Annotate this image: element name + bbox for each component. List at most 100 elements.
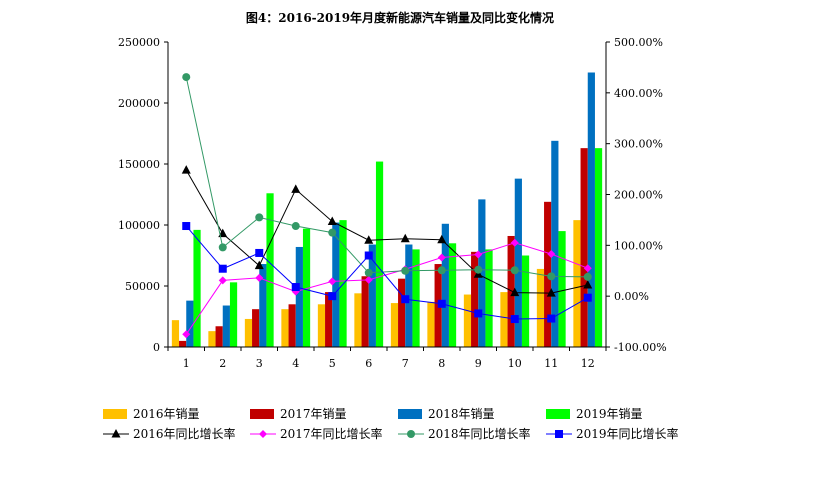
bar-2017年销量 xyxy=(580,148,588,347)
x-tick-label: 5 xyxy=(329,357,336,370)
point-2019年同比增长率 xyxy=(291,283,300,292)
left-tick-label: 100000 xyxy=(118,219,160,232)
legend-swatch-2017年销量 xyxy=(250,409,274,419)
legend-label: 2017年销量 xyxy=(280,407,347,421)
bar-2018年销量 xyxy=(551,140,559,347)
legend-label: 2016年同比增长率 xyxy=(133,426,236,441)
bar-2019年销量 xyxy=(412,249,420,347)
bar-2018年销量 xyxy=(441,223,449,347)
point-2019年同比增长率 xyxy=(182,222,191,231)
right-tick-label: -100.00% xyxy=(614,341,667,354)
point-2016年同比增长率 xyxy=(546,288,556,297)
legend-label: 2018年销量 xyxy=(428,407,495,421)
bar-2018年销量 xyxy=(514,178,522,347)
legend-swatch-2019年销量 xyxy=(546,409,570,419)
x-tick-label: 6 xyxy=(365,357,372,370)
point-2016年同比增长率 xyxy=(583,279,593,289)
axes-layer: 0 50000 100000 150000 200000 250000 -100.00% 0.… xyxy=(118,36,667,370)
point-2016年同比增长率 xyxy=(327,216,337,225)
point-2018年同比增长率 xyxy=(291,222,300,231)
legend-label: 2019年销量 xyxy=(576,407,643,421)
legend-swatch-2016年销量 xyxy=(103,409,127,419)
legend-marker-2017年同比增长率 xyxy=(259,430,267,438)
legend-swatch-2018年销量 xyxy=(398,409,422,419)
bar-2019年销量 xyxy=(594,148,603,347)
point-2018年同比增长率 xyxy=(255,213,264,222)
point-2019年同比增长率 xyxy=(218,264,227,273)
x-tick-label: 11 xyxy=(544,357,558,370)
point-2019年同比增长率 xyxy=(547,314,556,323)
x-tick-label: 9 xyxy=(475,357,482,370)
bar-2018年销量 xyxy=(332,222,340,347)
bar-2019年销量 xyxy=(558,231,566,347)
point-2016年同比增长率 xyxy=(364,235,374,244)
lines-layer xyxy=(181,73,593,339)
point-2018年同比增长率 xyxy=(437,266,446,275)
bar-2018年销量 xyxy=(186,300,194,347)
point-2016年同比增长率 xyxy=(254,260,264,270)
bar-2019年销量 xyxy=(229,282,238,347)
line-2016年同比增长率 xyxy=(185,169,588,294)
point-2016年同比增长率 xyxy=(181,165,191,174)
bar-2017年销量 xyxy=(179,340,187,347)
point-2017年同比增长率 xyxy=(437,253,446,262)
right-tick-label: 0.00% xyxy=(614,290,649,303)
bar-2019年销量 xyxy=(193,229,201,347)
line-2018年同比增长率 xyxy=(185,76,588,278)
left-tick-label: 200000 xyxy=(118,97,160,110)
bar-2016年销量 xyxy=(281,309,289,347)
point-2016年同比增长率 xyxy=(437,234,447,244)
bar-2016年销量 xyxy=(500,292,508,347)
legend-marker-2018年同比增长率 xyxy=(407,430,415,438)
right-tick-label: 100.00% xyxy=(614,239,663,252)
legend-label: 2018年同比增长率 xyxy=(428,426,531,441)
bar-2019年销量 xyxy=(302,228,311,347)
point-2017年同比增长率 xyxy=(474,250,483,259)
point-2019年同比增长率 xyxy=(510,315,519,324)
point-2017年同比增长率 xyxy=(364,275,373,284)
point-2017年同比增长率 xyxy=(182,330,191,339)
point-2018年同比增长率 xyxy=(328,228,337,237)
right-tick-label: 300.00% xyxy=(614,138,663,151)
legend-marker-2016年同比增长率 xyxy=(111,429,121,438)
bar-2017年销量 xyxy=(544,201,552,347)
x-tick-label: 1 xyxy=(183,357,190,370)
bar-2016年销量 xyxy=(427,301,435,347)
point-2018年同比增长率 xyxy=(547,272,556,281)
bar-2017年销量 xyxy=(215,326,223,347)
point-2017年同比增长率 xyxy=(510,238,519,247)
bar-2016年销量 xyxy=(244,318,253,347)
bars-layer xyxy=(171,72,603,347)
bar-2017年销量 xyxy=(507,235,515,347)
bar-2017年销量 xyxy=(288,304,296,347)
bar-2017年销量 xyxy=(361,276,369,347)
chart-title: 图4：2016-2019年月度新能源汽车销量及同比变化情况 xyxy=(246,10,554,25)
point-2017年同比增长率 xyxy=(547,249,556,258)
x-tick-label: 2 xyxy=(219,357,226,370)
x-tick-label: 10 xyxy=(508,357,522,370)
point-2016年同比增长率 xyxy=(291,184,301,193)
point-2018年同比增长率 xyxy=(182,73,191,82)
x-tick-label: 12 xyxy=(581,357,595,370)
left-tick-label: 250000 xyxy=(118,36,160,49)
bar-2018年销量 xyxy=(368,244,376,347)
point-2019年同比增长率 xyxy=(401,295,410,304)
point-2018年同比增长率 xyxy=(583,272,592,281)
point-2018年同比增长率 xyxy=(401,266,410,275)
line-2019年同比增长率 xyxy=(185,225,588,320)
point-2019年同比增长率 xyxy=(255,248,264,257)
bar-2018年销量 xyxy=(478,199,486,347)
left-tick-label: 0 xyxy=(153,341,160,354)
point-2018年同比增长率 xyxy=(218,243,227,252)
legend: 2016年销量 2017年销量 2018年销量 2019年销量 2016年同比增长率 20… xyxy=(103,407,679,441)
x-tick-label: 3 xyxy=(256,357,263,370)
bar-2017年销量 xyxy=(471,251,479,347)
bar-2016年销量 xyxy=(354,293,362,347)
right-tick-label: 200.00% xyxy=(614,189,663,202)
point-2017年同比增长率 xyxy=(255,273,264,282)
bar-2017年销量 xyxy=(398,278,406,347)
left-tick-label: 50000 xyxy=(125,280,160,293)
left-tick-label: 150000 xyxy=(118,158,160,171)
